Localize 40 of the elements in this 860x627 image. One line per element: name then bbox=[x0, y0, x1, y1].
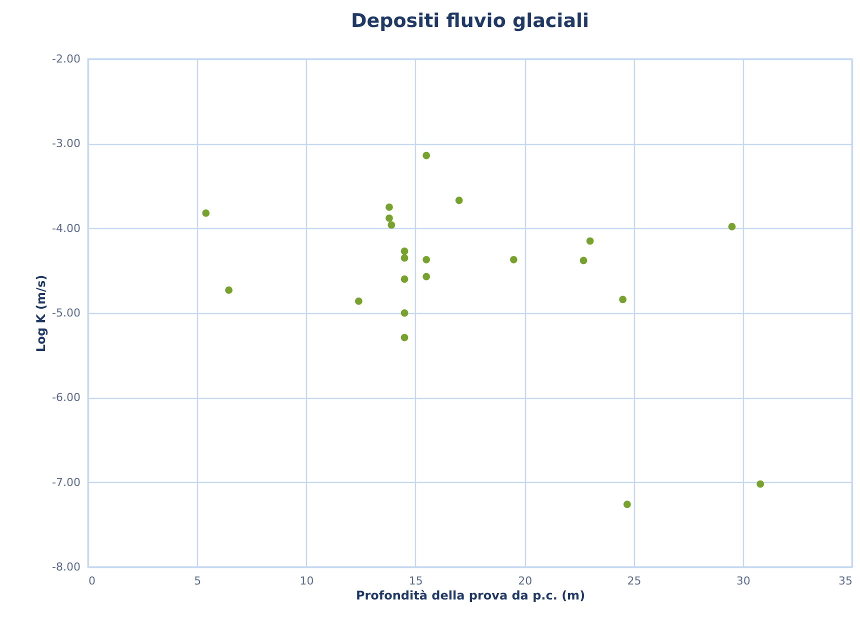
y-tick-label: -7.00 bbox=[52, 476, 80, 489]
point bbox=[728, 222, 736, 230]
point bbox=[580, 256, 588, 264]
point bbox=[619, 296, 627, 304]
x-tick-label: 35 bbox=[838, 574, 852, 588]
point bbox=[400, 309, 408, 317]
y-axis-title: Log K (m/s) bbox=[34, 274, 48, 352]
x-tick-label: 25 bbox=[627, 574, 642, 588]
point bbox=[400, 254, 408, 262]
y-tick-label: -8.00 bbox=[52, 560, 80, 574]
point bbox=[354, 297, 362, 305]
point bbox=[400, 247, 408, 255]
point bbox=[455, 196, 463, 204]
point bbox=[386, 214, 393, 222]
x-tick-label: 20 bbox=[518, 574, 532, 588]
point bbox=[386, 203, 393, 211]
point bbox=[400, 334, 408, 342]
point bbox=[422, 256, 430, 264]
x-tick-label: 5 bbox=[194, 574, 202, 588]
point bbox=[510, 256, 518, 264]
point bbox=[756, 480, 764, 488]
y-tick-label: -6.00 bbox=[52, 391, 80, 404]
point bbox=[586, 237, 594, 245]
point bbox=[623, 500, 631, 508]
y-tick-label: -3.00 bbox=[52, 137, 80, 150]
x-tick-label: 10 bbox=[300, 574, 314, 588]
x-tick-label: 0 bbox=[88, 574, 96, 588]
y-tick-label: -5.00 bbox=[52, 306, 80, 320]
point bbox=[225, 286, 232, 294]
point bbox=[422, 152, 430, 160]
x-tick-label: 30 bbox=[736, 574, 750, 588]
point bbox=[202, 209, 210, 217]
y-tick-label: -2.00 bbox=[52, 52, 80, 66]
x-axis-title: Profondità della prova da p.c. (m) bbox=[356, 588, 586, 602]
x-tick-label: 15 bbox=[408, 574, 423, 588]
point bbox=[422, 272, 430, 280]
point bbox=[388, 221, 396, 229]
point bbox=[400, 275, 408, 283]
y-tick-label: -4.00 bbox=[52, 222, 80, 235]
chart-title: Depositi fluvio glaciali bbox=[350, 10, 590, 32]
